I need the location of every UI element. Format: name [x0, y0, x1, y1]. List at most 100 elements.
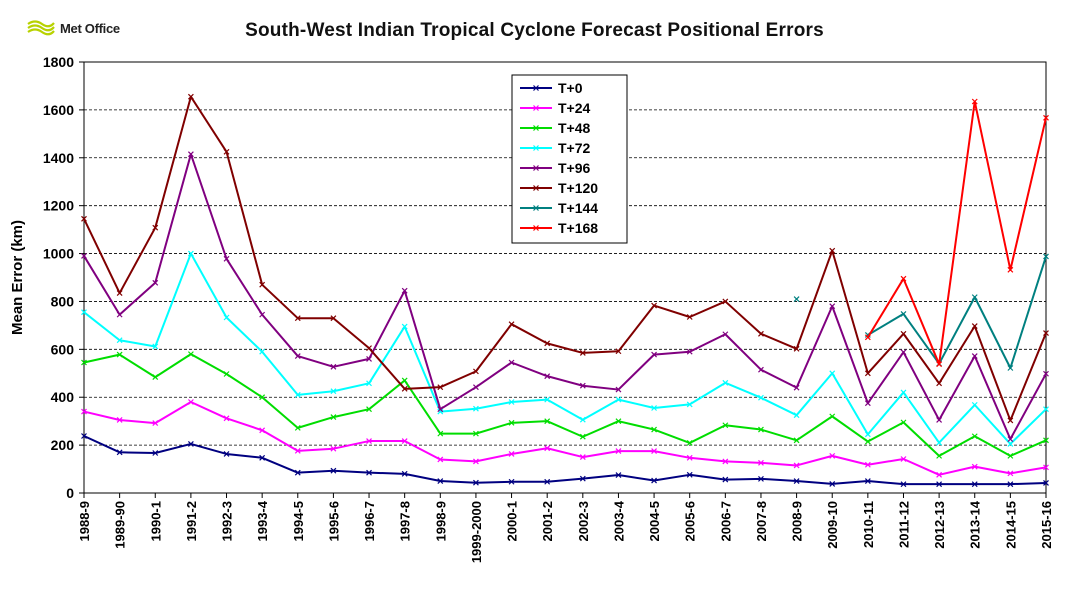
data-point: [900, 310, 907, 317]
data-point: [544, 418, 551, 425]
x-tick-label: 2006-7: [718, 501, 733, 541]
data-point: [864, 478, 871, 484]
data-point: [651, 351, 657, 358]
data-point: [81, 215, 87, 222]
data-point: [152, 279, 159, 286]
y-tick-label: 600: [51, 341, 75, 357]
data-point: [437, 384, 444, 391]
legend-label: T+24: [558, 100, 591, 116]
data-point: [971, 481, 978, 488]
data-point: [330, 467, 337, 474]
data-point: [1007, 266, 1014, 273]
x-tick-label: 1990-1: [148, 501, 163, 541]
data-point: [579, 475, 586, 482]
data-point: [1043, 464, 1049, 471]
data-point: [758, 475, 764, 482]
y-axis-label: Mean Error (km): [9, 220, 26, 335]
data-point: [81, 359, 87, 366]
data-point: [187, 399, 194, 405]
data-point: [1043, 330, 1049, 336]
data-point: [223, 451, 230, 457]
data-point: [544, 478, 551, 485]
data-point: [544, 373, 551, 380]
x-tick-label: 1993-4: [255, 500, 270, 541]
legend-item-t96: T+96: [520, 160, 591, 176]
series-t120: [81, 93, 1049, 424]
data-point: [864, 370, 871, 377]
data-point: [116, 449, 123, 456]
data-point: [1007, 440, 1014, 447]
data-point: [579, 382, 586, 389]
met-office-logo-text: Met Office: [60, 20, 120, 36]
data-point: [936, 417, 943, 423]
y-tick-label: 200: [51, 437, 75, 453]
x-tick-label: 1991-2: [184, 501, 199, 541]
x-tick-label: 2003-4: [611, 500, 626, 541]
data-point: [116, 417, 123, 423]
data-point: [187, 151, 194, 158]
data-point: [829, 452, 836, 459]
data-point: [793, 412, 800, 419]
data-point: [615, 448, 622, 455]
data-point: [81, 253, 87, 259]
data-point: [971, 433, 978, 440]
data-point: [473, 405, 479, 412]
data-point: [437, 406, 444, 413]
data-point: [330, 445, 337, 452]
data-point: [330, 414, 337, 421]
data-point: [900, 330, 907, 337]
data-point: [508, 419, 515, 426]
legend-item-t168: T+168: [520, 220, 598, 236]
data-point: [401, 470, 408, 477]
chart-title: South-West Indian Tropical Cyclone Forec…: [245, 20, 824, 41]
y-tick-label: 1800: [43, 54, 74, 70]
data-point: [223, 255, 230, 262]
data-point: [579, 454, 586, 461]
data-point: [116, 351, 123, 358]
legend-label: T+168: [558, 220, 598, 236]
data-point: [864, 431, 871, 438]
data-point: [116, 311, 123, 318]
data-point: [401, 323, 408, 330]
data-point: [793, 384, 800, 391]
data-point: [900, 275, 907, 282]
data-point: [437, 456, 444, 463]
data-point: [615, 348, 622, 355]
data-point: [1007, 365, 1014, 371]
x-tick-label: 2009-10: [825, 501, 840, 549]
data-point: [722, 331, 729, 338]
data-point: [294, 469, 301, 476]
data-point: [116, 337, 123, 344]
series-line-t144: [867, 256, 1047, 370]
data-point: [473, 430, 479, 437]
data-point: [864, 461, 871, 468]
data-point: [1007, 417, 1014, 424]
data-point: [544, 396, 551, 403]
data-point: [758, 459, 764, 466]
data-point: [366, 469, 372, 476]
data-point: [401, 287, 408, 294]
data-point: [900, 419, 907, 426]
series-t96: [81, 151, 1049, 443]
data-point: [152, 343, 159, 350]
data-point: [259, 311, 266, 318]
data-point: [1043, 406, 1049, 413]
data-point: [900, 389, 907, 396]
y-tick-label: 400: [51, 389, 75, 405]
data-point: [615, 396, 622, 403]
legend-label: T+48: [558, 120, 591, 136]
x-tick-label: 2000-1: [505, 501, 520, 541]
data-point: [900, 349, 907, 356]
legend-item-t72: T+72: [520, 140, 591, 156]
data-point: [437, 478, 444, 484]
data-point: [686, 401, 693, 408]
data-point: [579, 350, 586, 356]
data-point: [971, 463, 978, 470]
data-point: [437, 408, 444, 415]
data-point: [758, 426, 764, 433]
x-tick-label: 2013-14: [968, 500, 983, 548]
data-point: [81, 309, 87, 316]
data-point: [223, 371, 230, 377]
data-point: [1043, 253, 1049, 260]
data-point: [223, 148, 230, 155]
